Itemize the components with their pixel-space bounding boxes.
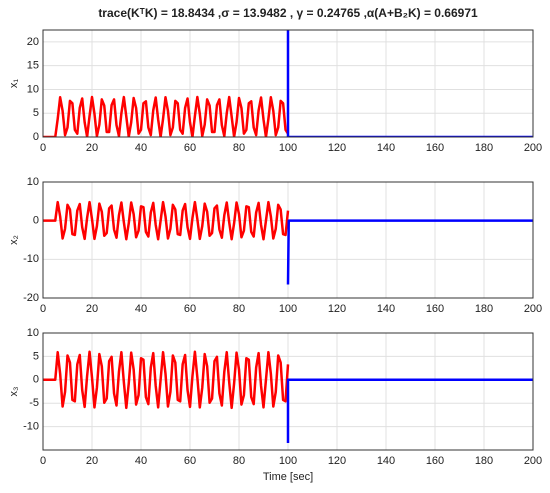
- x-tick-label: 60: [184, 303, 196, 315]
- y-axis-label: x₂: [8, 235, 20, 245]
- x-tick-label: 0: [40, 455, 46, 467]
- x-tick-label: 60: [184, 142, 196, 154]
- y-tick-label: 0: [33, 374, 39, 386]
- x-tick-label: 20: [86, 303, 98, 315]
- series-line: [43, 350, 290, 410]
- y-axis-label: x₃: [8, 387, 20, 397]
- x-tick-label: 40: [135, 303, 147, 315]
- x-tick-label: 0: [40, 303, 46, 315]
- series-line: [286, 378, 533, 443]
- x-tick-label: 200: [524, 303, 542, 315]
- axes-frame: [42, 29, 534, 138]
- y-tick-label: 10: [27, 176, 39, 188]
- x-tick-label: 40: [135, 142, 147, 154]
- x-tick-label: 180: [475, 142, 493, 154]
- x-tick-label: 0: [40, 142, 46, 154]
- x-tick-label: 160: [426, 303, 444, 315]
- series-line: [286, 30, 533, 137]
- x-tick-label: 200: [524, 455, 542, 467]
- x-tick-label: 20: [86, 142, 98, 154]
- x-tick-label: 120: [328, 455, 346, 467]
- y-tick-label: 20: [27, 36, 39, 48]
- x-tick-label: 100: [279, 142, 297, 154]
- y-axis-label: x₁: [8, 79, 20, 89]
- x-tick-label: 40: [135, 455, 147, 467]
- figure-title: trace(KᵀK) = 18.8434 ,σ = 13.9482 , γ = …: [98, 6, 478, 20]
- axes-frame: [42, 332, 534, 451]
- y-tick-label: 10: [27, 327, 39, 339]
- x-tick-label: 80: [233, 303, 245, 315]
- y-tick-label: -10: [23, 253, 39, 265]
- x-tick-label: 80: [233, 455, 245, 467]
- x-tick-label: 120: [328, 303, 346, 315]
- y-tick-label: 15: [27, 60, 39, 72]
- y-tick-label: 5: [33, 107, 39, 119]
- x-tick-label: 180: [475, 455, 493, 467]
- x-tick-label: 160: [426, 455, 444, 467]
- x-tick-label: 60: [184, 455, 196, 467]
- series-line: [43, 200, 290, 241]
- y-tick-label: -10: [23, 421, 39, 433]
- x-tick-label: 120: [328, 142, 346, 154]
- x-axis-label: Time [sec]: [263, 471, 313, 483]
- series-line: [43, 95, 290, 137]
- y-tick-label: 5: [33, 350, 39, 362]
- x-tick-label: 160: [426, 142, 444, 154]
- x-tick-label: 140: [377, 142, 395, 154]
- y-tick-label: -20: [23, 292, 39, 304]
- x-tick-label: 80: [233, 142, 245, 154]
- y-tick-label: 10: [27, 83, 39, 95]
- x-tick-label: 100: [279, 455, 297, 467]
- x-tick-label: 140: [377, 455, 395, 467]
- x-tick-label: 200: [524, 142, 542, 154]
- x-tick-label: 100: [279, 303, 297, 315]
- x-tick-label: 180: [475, 303, 493, 315]
- x-tick-label: 20: [86, 455, 98, 467]
- y-tick-label: 0: [33, 131, 39, 143]
- x-tick-label: 140: [377, 303, 395, 315]
- y-tick-label: -5: [29, 397, 39, 409]
- axes-frame: [42, 181, 534, 299]
- y-tick-label: 0: [33, 215, 39, 227]
- series-line: [286, 219, 533, 285]
